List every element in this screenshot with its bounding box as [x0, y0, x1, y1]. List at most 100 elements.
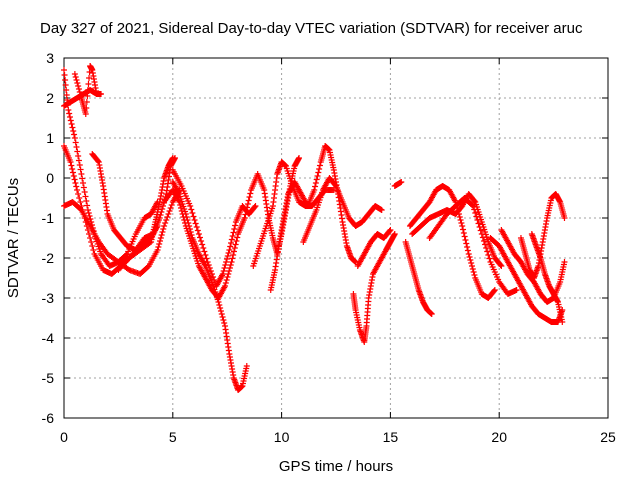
data-point: [182, 220, 189, 226]
data-point: [485, 252, 492, 258]
data-point: [72, 74, 79, 80]
data-point: [223, 259, 230, 265]
data-point: [72, 180, 79, 186]
x-axis-label: GPS time / hours: [279, 458, 393, 475]
data-point: [69, 169, 76, 176]
data-point: [189, 210, 196, 216]
data-point: [76, 195, 83, 201]
data-point: [195, 231, 202, 237]
data-point: [179, 211, 186, 217]
data-point: [88, 239, 95, 245]
data-point: [95, 158, 101, 164]
series-trace-16: [354, 227, 394, 269]
data-point: [71, 135, 78, 141]
data-point: [74, 187, 81, 193]
data-point: [217, 308, 224, 314]
data-point: [83, 105, 90, 111]
data-point: [176, 199, 183, 205]
data-point: [242, 211, 249, 218]
data-point: [231, 248, 237, 255]
data-point: [86, 75, 93, 81]
data-point: [210, 274, 217, 280]
data-point: [191, 217, 198, 223]
data-point: [470, 203, 477, 209]
data-points: [61, 63, 568, 393]
series-trace-22: [487, 235, 566, 325]
series-trace-9: [161, 187, 248, 301]
data-point: [75, 86, 82, 92]
data-point: [160, 226, 167, 232]
data-point: [234, 234, 241, 241]
x-tick-label: 5: [169, 429, 177, 445]
data-point: [154, 247, 161, 253]
data-point: [467, 257, 474, 263]
data-point: [74, 148, 81, 155]
data-point: [475, 220, 482, 227]
data-point: [484, 248, 491, 255]
data-point: [469, 263, 475, 269]
data-point: [155, 244, 162, 250]
data-point: [222, 283, 229, 289]
data-point: [480, 238, 487, 244]
y-tick-label: 2: [46, 90, 54, 106]
data-point: [69, 124, 76, 131]
data-point: [211, 277, 218, 283]
x-tick-label: 15: [383, 429, 399, 445]
data-point: [491, 288, 498, 294]
data-point: [497, 262, 504, 268]
data-point: [197, 234, 203, 241]
data-point: [83, 99, 90, 105]
data-point: [177, 205, 184, 211]
data-point: [93, 91, 100, 97]
data-point: [80, 180, 87, 186]
series-trace-4: [61, 187, 183, 277]
x-tick-label: 0: [60, 429, 68, 445]
data-point: [77, 166, 84, 173]
data-point: [247, 190, 254, 197]
data-point: [463, 240, 470, 247]
data-point: [221, 320, 228, 326]
x-tick-label: 10: [274, 429, 290, 445]
y-axis-label: SDTVAR / TECUs: [5, 178, 22, 298]
data-point: [67, 117, 74, 124]
data-point: [458, 220, 465, 226]
data-point: [473, 213, 480, 220]
data-point: [386, 228, 393, 234]
data-point: [561, 215, 568, 221]
data-point: [156, 215, 163, 221]
data-point: [156, 241, 163, 247]
data-point: [561, 259, 568, 265]
data-point: [89, 243, 96, 249]
y-tick-label: 1: [46, 130, 54, 146]
y-tick-label: -4: [42, 330, 55, 346]
data-point: [223, 256, 230, 262]
data-point: [82, 111, 89, 117]
data-point: [470, 269, 477, 275]
data-point: [226, 247, 233, 253]
data-point: [315, 169, 322, 176]
data-point: [203, 255, 210, 262]
data-point: [459, 223, 466, 229]
data-point: [477, 227, 484, 234]
data-point: [469, 266, 476, 272]
data-point: [192, 220, 199, 227]
data-point: [159, 229, 166, 235]
data-point: [199, 241, 206, 248]
y-tick-label: -1: [42, 210, 55, 226]
data-point: [225, 271, 232, 277]
data-point: [230, 229, 237, 236]
data-point: [462, 237, 469, 243]
data-point: [181, 217, 188, 223]
data-point: [251, 204, 258, 210]
data-point: [296, 155, 303, 161]
data-point: [79, 175, 86, 182]
data-point: [231, 245, 238, 251]
data-point: [469, 202, 475, 208]
data-point: [224, 253, 231, 259]
data-point: [428, 311, 435, 317]
data-point: [472, 210, 479, 216]
data-point: [387, 227, 394, 233]
data-point: [244, 204, 251, 211]
data-point: [167, 205, 174, 211]
data-point: [456, 214, 463, 220]
